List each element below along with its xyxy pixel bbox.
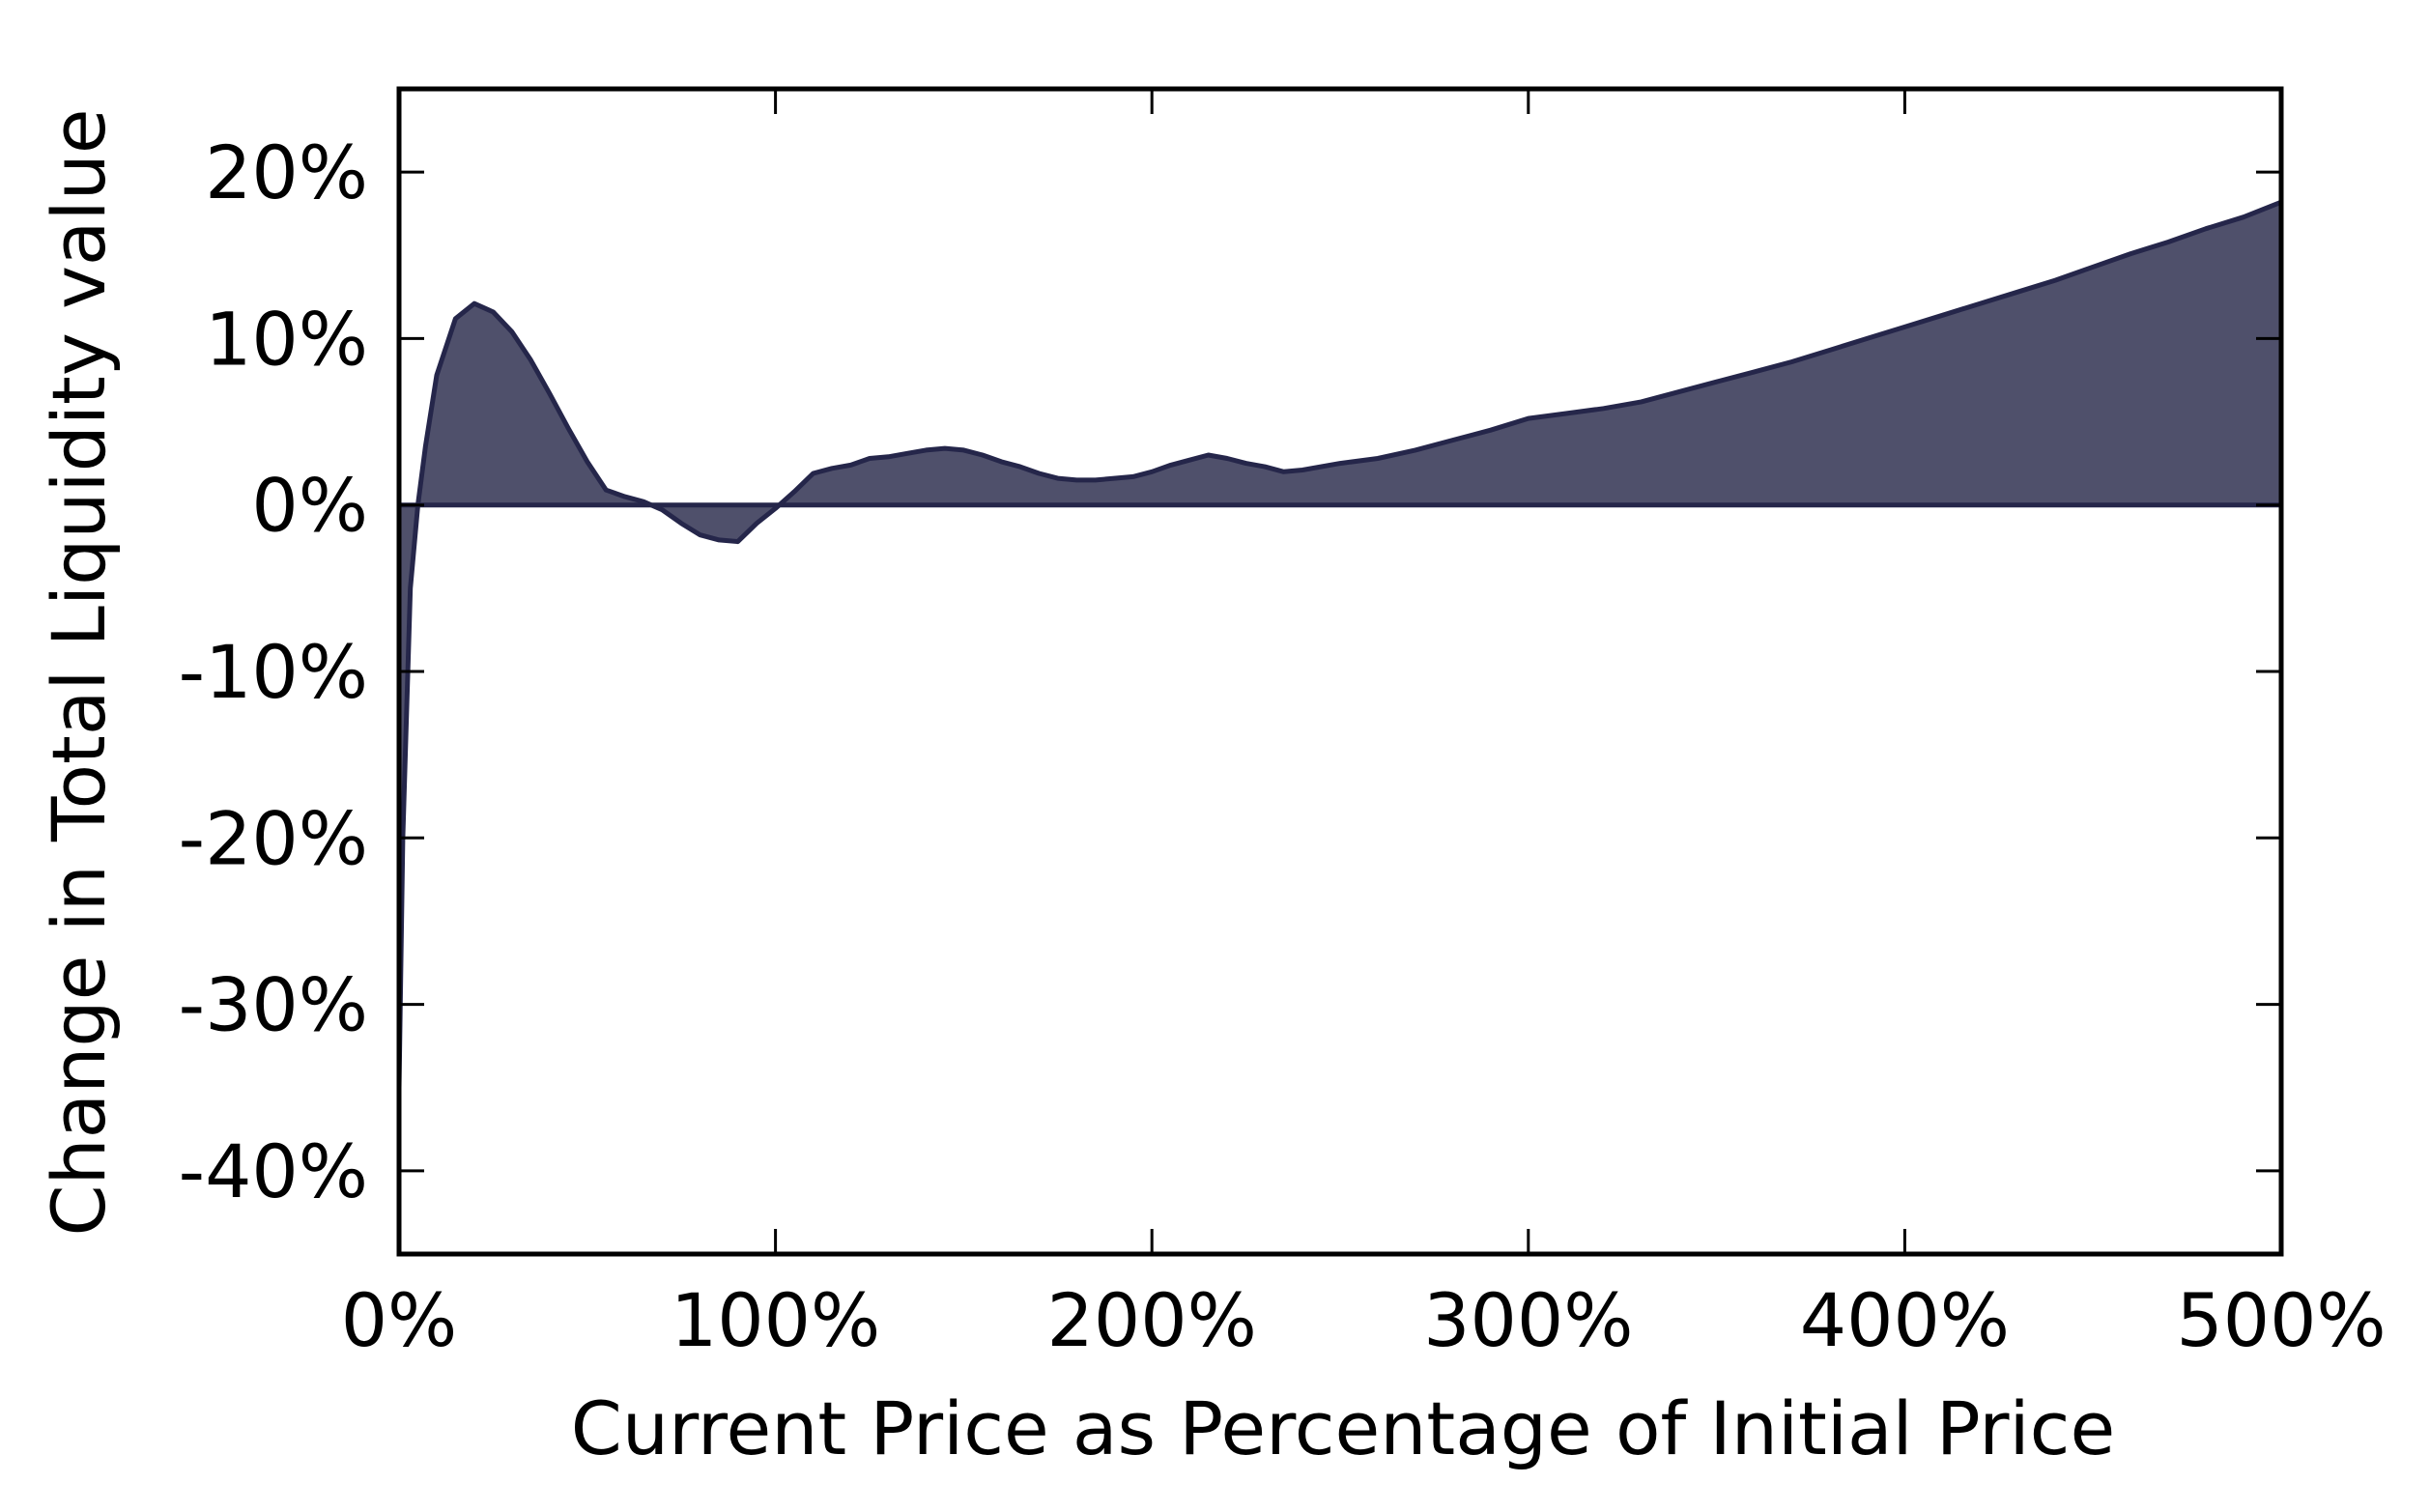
plot-area: [396, 199, 2282, 1088]
y-tick-label: -40%: [179, 1128, 368, 1214]
x-tick-label: 100%: [671, 1277, 880, 1363]
x-axis-title: Current Price as Percentage of Initial P…: [571, 1385, 2115, 1471]
y-tick-label: 20%: [205, 129, 368, 215]
y-tick-label: -30%: [179, 962, 368, 1048]
y-tick-label: -20%: [179, 795, 368, 881]
x-tick-label: 200%: [1047, 1277, 1257, 1363]
y-tick-label: -10%: [179, 629, 368, 715]
plot-frame: [396, 86, 2284, 1257]
y-tick-label: 0%: [251, 463, 368, 549]
area-fill: [399, 202, 2281, 1088]
y-axis-title: Change in Total Liquidity value: [36, 108, 122, 1236]
axes: 0% 100% 200% 300% 400% 500% 20% 10% 0% -10% -20% -3…: [179, 86, 2387, 1363]
series-line: [396, 199, 2282, 1088]
y-tick-label: 10%: [205, 296, 368, 382]
x-tick-label: 400%: [1800, 1277, 2010, 1363]
x-tick-label: 0%: [341, 1277, 458, 1363]
x-tick-label: 500%: [2176, 1277, 2386, 1363]
x-tick-label: 300%: [1423, 1277, 1633, 1363]
